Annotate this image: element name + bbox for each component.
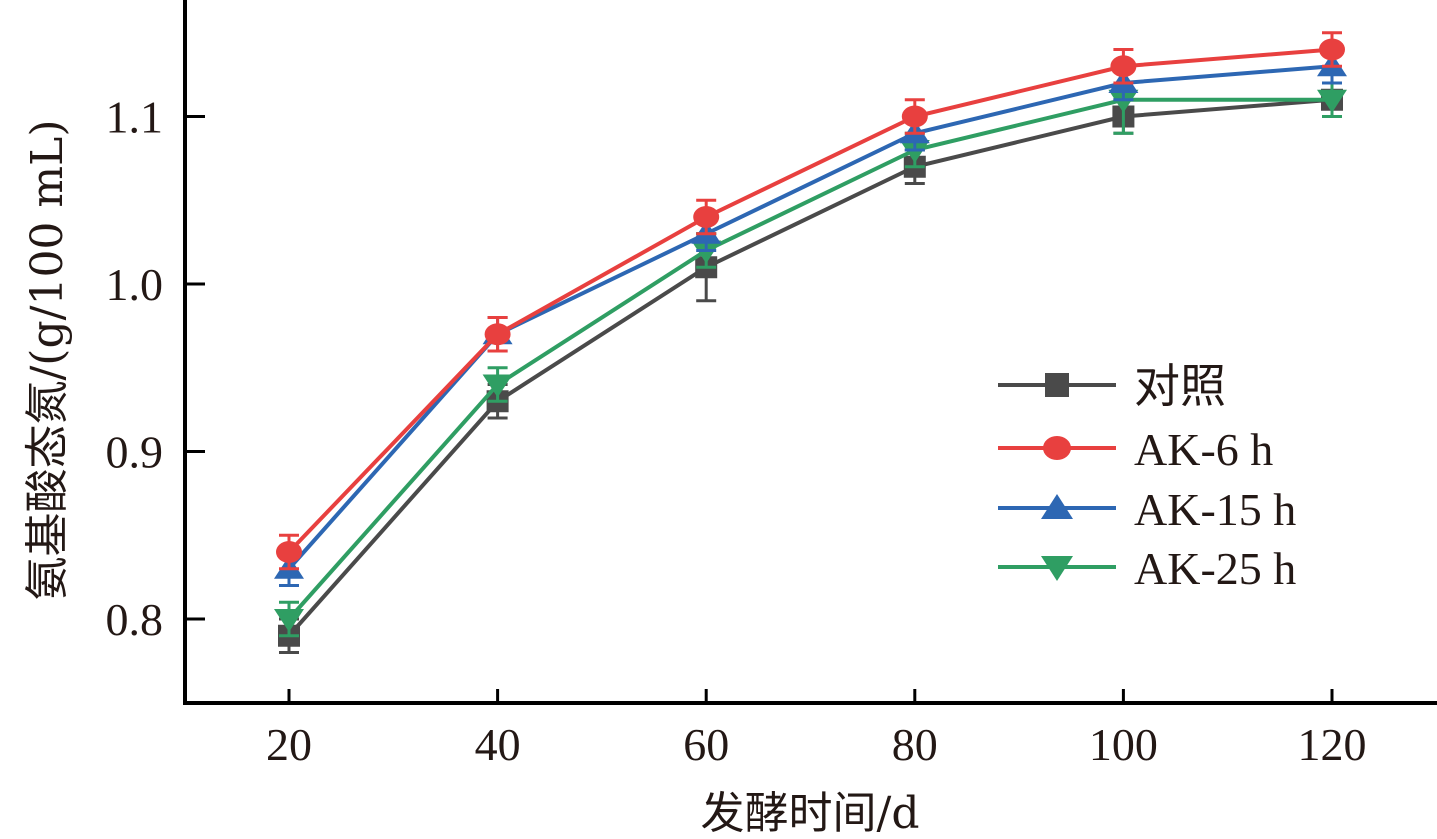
- series-layer: [274, 31, 1347, 654]
- legend-item: AK-25 h: [998, 543, 1296, 594]
- y-tick-label: 1.1: [106, 92, 164, 143]
- triangle-down-marker: [274, 609, 304, 632]
- x-tick-label: 80: [892, 719, 938, 770]
- circle-marker: [1110, 55, 1137, 78]
- triangle-down-marker: [482, 374, 513, 398]
- x-tick-label: 40: [475, 719, 521, 770]
- legend: 对照 AK-6 h AK-15 h AK-25 h: [998, 361, 1296, 594]
- triangle-down-marker: [1041, 556, 1073, 581]
- legend-label: AK-6 h: [1134, 424, 1273, 475]
- x-tick-label: 60: [683, 719, 729, 770]
- series-line: [287, 97, 1332, 621]
- square-marker: [1045, 373, 1069, 397]
- series-circle: [276, 31, 1345, 571]
- circle-marker: [1043, 436, 1071, 460]
- series-line: [287, 47, 1333, 554]
- y-tick-label: 1.0: [106, 259, 164, 310]
- legend-label: 对照: [1134, 361, 1226, 412]
- circle-marker: [1319, 38, 1345, 61]
- y-tick-label: 0.8: [106, 594, 164, 645]
- circle-marker: [901, 105, 928, 128]
- legend-item: 对照: [998, 361, 1226, 412]
- legend-item: AK-15 h: [998, 484, 1296, 535]
- legend-label: AK-15 h: [1134, 484, 1296, 535]
- circle-marker: [693, 206, 720, 228]
- circle-marker: [276, 541, 302, 563]
- series-line: [287, 97, 1333, 638]
- triangle-up-marker: [1041, 494, 1073, 519]
- x-tick-label: 20: [266, 719, 312, 770]
- y-ticks: 0.8 0.9 1.0 1.1: [106, 92, 205, 645]
- y-axis-title: 氨基酸态氮/(g/100 mL): [22, 119, 73, 600]
- y-tick-label: 0.9: [106, 427, 164, 478]
- legend-item: AK-6 h: [998, 424, 1273, 475]
- legend-label: AK-25 h: [1134, 543, 1296, 594]
- x-ticks: 20 40 60 80 100 120: [266, 689, 1367, 770]
- x-axis-title: 发酵时间/d: [701, 788, 920, 839]
- triangle-down-marker: [1317, 89, 1347, 113]
- series-triangle-down: [274, 64, 1347, 638]
- circle-marker: [484, 323, 511, 346]
- x-tick-label: 120: [1298, 719, 1367, 770]
- x-tick-label: 100: [1089, 719, 1158, 770]
